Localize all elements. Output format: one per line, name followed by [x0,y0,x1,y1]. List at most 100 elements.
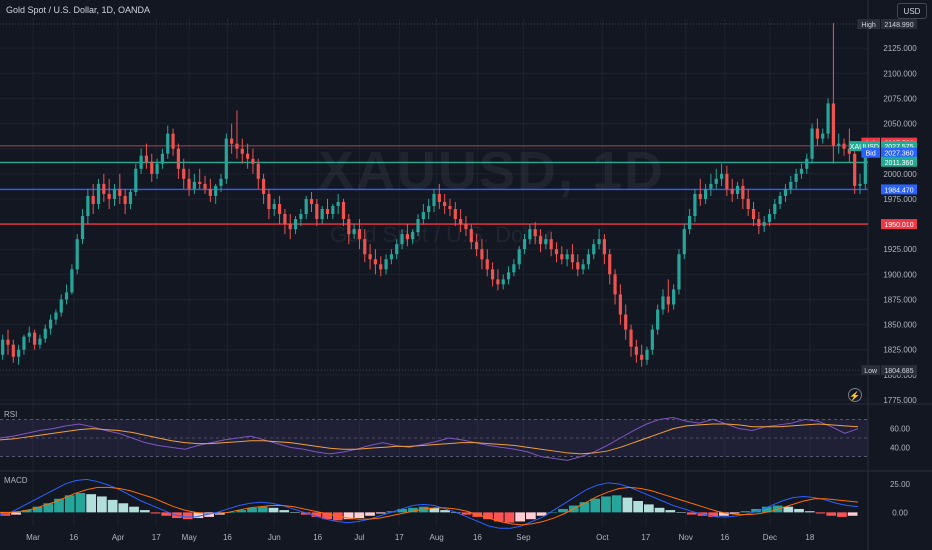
candle-body [304,198,308,215]
candle-body [75,239,79,270]
macd-histogram-bar [279,510,290,513]
macd-histogram-bar [536,512,547,516]
candle-body [246,153,250,159]
candle-body [847,148,851,154]
time-tick-label: Oct [596,533,609,542]
macd-tick-label: 0.00 [892,508,908,517]
macd-histogram-bar [397,508,408,513]
price-tag-label: Low [864,368,878,375]
candle-body [443,201,447,206]
candle-body [107,193,111,199]
macd-histogram-bar [547,512,558,513]
macd-histogram-bar [257,506,268,513]
macd-histogram-bar [633,501,643,513]
candle-body [171,133,175,149]
candle-body [43,328,47,339]
macd-histogram-bar [408,507,418,513]
macd-histogram-bar [300,512,311,515]
candle-body [33,332,37,345]
candle-body [805,158,809,169]
price-tag-label: XAUUSD [850,144,879,151]
candle-body [320,209,324,220]
macd-histogram-bar [343,512,354,520]
candle-body [453,209,457,220]
candle-body [272,203,276,209]
rsi-tick-label: 40.00 [890,443,911,452]
macd-histogram-bar [236,510,247,513]
candle-body [118,188,122,196]
candle-body [379,264,383,270]
time-tick-label: Apr [112,533,125,542]
candle-body [176,148,180,169]
candle-body [682,229,686,255]
candle-body [134,168,138,192]
candle-body [719,173,724,179]
candle-body [826,103,830,134]
macd-histogram-bar [161,512,172,516]
candle-body [427,205,431,213]
price-tag-label-bg [861,365,880,376]
price-tag-bg [881,184,917,195]
candle-body [469,229,473,243]
macd-histogram-bar [493,512,504,522]
time-tick-label: 16 [720,533,729,542]
candle-body [661,296,665,310]
symbol-title[interactable]: Gold Spot / U.S. Dollar, 1D, OANDA [6,5,151,15]
candle-body [230,138,234,144]
candle-body [336,201,340,206]
macd-histogram-bar [0,512,11,516]
macd-histogram-bar [429,507,440,513]
price-tick-label: 1850.000 [883,321,917,330]
candle-body [198,181,202,184]
candle-body [59,299,63,313]
time-tick-label: 17 [641,533,650,542]
candle-body [592,244,596,255]
macd-histogram-bar [526,512,536,520]
macd-tick-label: 25.00 [890,480,911,489]
candle-body [485,259,489,270]
time-tick-label: 16 [69,533,78,542]
time-tick-label: 16 [313,533,322,542]
candle-body [192,181,196,189]
macd-histogram-bar [43,503,54,513]
price-tag-bg [881,365,917,376]
candle-body [432,193,436,206]
macd-histogram-bar [676,512,686,513]
candle-body [831,103,835,146]
price-tick-label: 2075.000 [883,94,917,103]
macd-histogram-bar [150,512,161,514]
price-tick-label: 1875.000 [883,295,917,304]
flash-icon[interactable]: ⚡ [848,388,862,402]
macd-histogram-bar [783,506,794,513]
candle-body [677,254,681,290]
macd-histogram-bar [847,512,858,516]
candle-body [288,224,292,230]
candle-body [411,232,415,240]
candle-body [773,203,777,215]
macd-histogram-bar [322,512,332,520]
macd-pane-label[interactable]: MACD [4,476,28,485]
macd-histogram-bar [644,504,654,513]
candle-body [261,178,266,194]
candle-body [618,294,622,315]
candle-body [858,183,862,186]
currency-button[interactable]: USD [897,3,927,19]
candle-body [746,198,750,209]
candle-body [214,185,218,196]
candle-body [368,254,372,260]
candle-body [112,188,117,199]
candle-body [634,346,638,355]
candle-body [203,183,207,189]
candle-body [666,296,670,305]
candle-body [842,143,846,149]
macd-histogram-bar [654,507,665,513]
macd-histogram-bar [719,512,729,516]
macd-histogram-bar [365,512,375,516]
rsi-pane-label[interactable]: RSI [4,410,18,419]
candle-body [703,188,708,199]
candle-body [283,214,287,225]
price-tag-bg [881,147,917,158]
candle-body [91,195,95,204]
macd-histogram-bar [579,502,590,513]
